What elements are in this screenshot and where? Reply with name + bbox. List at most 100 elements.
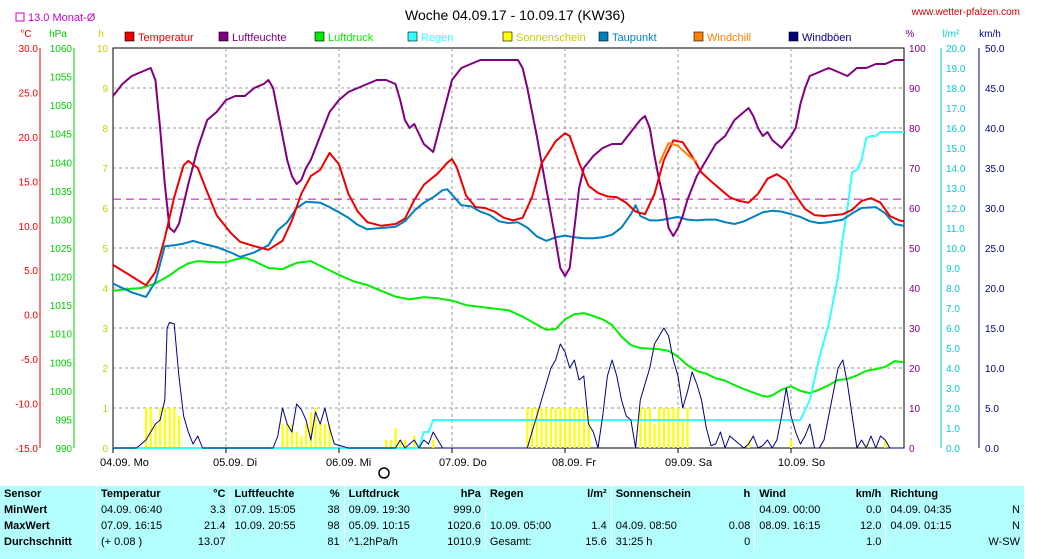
pressure-tick-label: 1020 [50,273,73,284]
sunshine-bar [644,408,647,448]
max-sunshine-time: 04.09. 08:50 [610,518,717,534]
x-tick-label: 05.09. Di [213,457,257,469]
sunshine-bar [790,440,793,448]
sunshine-bar [394,428,397,448]
sunshine-bar [286,424,289,448]
sunshine-bar [545,408,548,448]
sunshine-bar [662,408,666,448]
min-pressure-time: 09.09. 19:30 [343,502,433,518]
humidity-tick-label: 80 [909,124,921,135]
x-tick-label: 10.09. So [778,457,825,469]
legend: Temperatur Luftfeuchte Luftdruck Regen Sonne… [124,31,852,44]
x-tick-label: 06.09. Mi [326,457,371,469]
sunshine-bar [168,408,171,448]
statistics-panel: Sensor Temperatur °C Luftfeuchte % Luftd… [0,486,1024,559]
sunshine-bar [399,440,402,448]
wind-tick-label: 50.0 [985,44,1005,55]
sunshine-bar [559,408,562,448]
legend-swatch-taupunkt [598,31,609,42]
sunshine-tick-label: 6 [102,204,108,215]
series-line-taupunkt [112,188,905,298]
rain-tick-label: 9.0 [946,264,960,275]
wind-tick-label: 20.0 [985,284,1005,295]
avg-direction-value: W-SW [988,536,1020,548]
min-sunshine-time [610,502,717,518]
temp-tick-label: 15.0 [19,177,39,188]
stats-max-row: MaxWert 07.09. 16:15 21.4 10.09. 20:55 9… [0,518,1024,534]
humidity-axis-unit: % [906,29,915,40]
series-line-windchill [658,142,698,165]
legend-label-regen: Regen [421,32,453,44]
humidity-tick-label: 30 [909,324,921,335]
sunshine-bar [144,408,148,448]
avg-temperature-value: 13.07 [197,536,226,548]
sunshine-tick-label: 7 [102,164,108,175]
min-pressure-value: 999.0 [453,504,481,516]
temp-tick-label: 25.0 [19,88,39,99]
sunshine-bar [672,408,675,448]
max-pressure-time: 05.09. 10:15 [343,518,433,534]
max-direction-time: 04.09. 01:15 [885,518,974,534]
sunshine-tick-label: 9 [102,84,108,95]
sunshine-bar [658,408,661,448]
row-label-min: MinWert [4,504,48,516]
rain-tick-label: 18.0 [946,84,966,95]
sunshine-bar [413,436,416,448]
legend-label-sonnenschein: Sonnenschein [516,32,586,44]
legend-swatch-windböen [788,31,799,42]
sunshine-bar [884,440,887,448]
source-link[interactable]: www.wetter-pfalzen.com [911,7,1020,18]
sunshine-tick-label: 1 [102,404,108,415]
header-direction-unit [974,486,1024,502]
temp-tick-label: -15.0 [15,444,38,455]
sunshine-bar [582,408,586,448]
chart-background [0,0,1058,486]
max-humidity-time: 10.09. 20:55 [229,518,318,534]
humidity-tick-label: 10 [909,404,921,415]
humidity-tick-label: 50 [909,244,921,255]
max-wind-time: 08.09. 16:15 [754,518,843,534]
x-tick-label: 04.09. Mo [100,457,149,469]
sunshine-bar [295,432,298,448]
rain-tick-label: 6.0 [946,324,960,335]
rain-tick-label: 11.0 [946,224,965,235]
min-direction-time: 04.09. 04:35 [885,502,974,518]
temp-tick-label: 5.0 [24,266,38,277]
pressure-tick-label: 995 [55,415,72,426]
wind-tick-label: 0.0 [985,444,999,455]
pressure-tick-label: 990 [55,444,72,455]
humidity-tick-label: 20 [909,364,921,375]
rain-tick-label: 7.0 [946,304,960,315]
sunshine-bar [159,408,162,448]
month-avg-legend-icon [15,12,25,22]
sunshine-tick-label: 3 [102,324,108,335]
humidity-tick-label: 90 [909,84,921,95]
series-line-luftfeuchte [112,59,904,277]
min-humidity-value: 38 [327,504,340,516]
wind-tick-label: 25.0 [985,244,1005,255]
header-wind: Wind [754,486,843,502]
x-axis-day-labels: 04.09. Mo 05.09. Di 06.09. Mi 07.09. Do 08.0… [100,448,825,469]
min-rain-value [573,502,611,518]
sunshine-bar [648,408,651,448]
sunshine-bar [290,424,294,448]
chart-title: Woche 04.09.17 - 10.09.17 (KW36) [405,7,625,23]
sunshine-bar [173,408,176,448]
sunshine-bar [540,408,543,448]
sunshine-tick-label: 8 [102,124,108,135]
header-rain-unit: l/m² [587,488,607,500]
x-tick-label: 09.09. Sa [665,457,713,469]
sunshine-bar [568,408,571,448]
stats-avg-row: Durchschnitt (+ 0.08 ) 13.07 81 ^1.2hPa/… [0,534,1024,550]
row-label-average: Durchschnitt [4,536,72,548]
sunshine-tick-label: 5 [102,244,108,255]
max-wind-value: 12.0 [859,520,882,532]
avg-wind-value: 1.0 [866,536,882,548]
max-direction-value: N [1012,520,1020,532]
wind-tick-label: 30.0 [985,204,1005,215]
sunshine-bar [149,408,152,448]
max-rain-value: 1.4 [591,520,607,532]
avg-humidity-value: 81 [327,536,340,548]
legend-label-taupunkt: Taupunkt [612,32,657,44]
sunshine-bar [554,408,557,448]
